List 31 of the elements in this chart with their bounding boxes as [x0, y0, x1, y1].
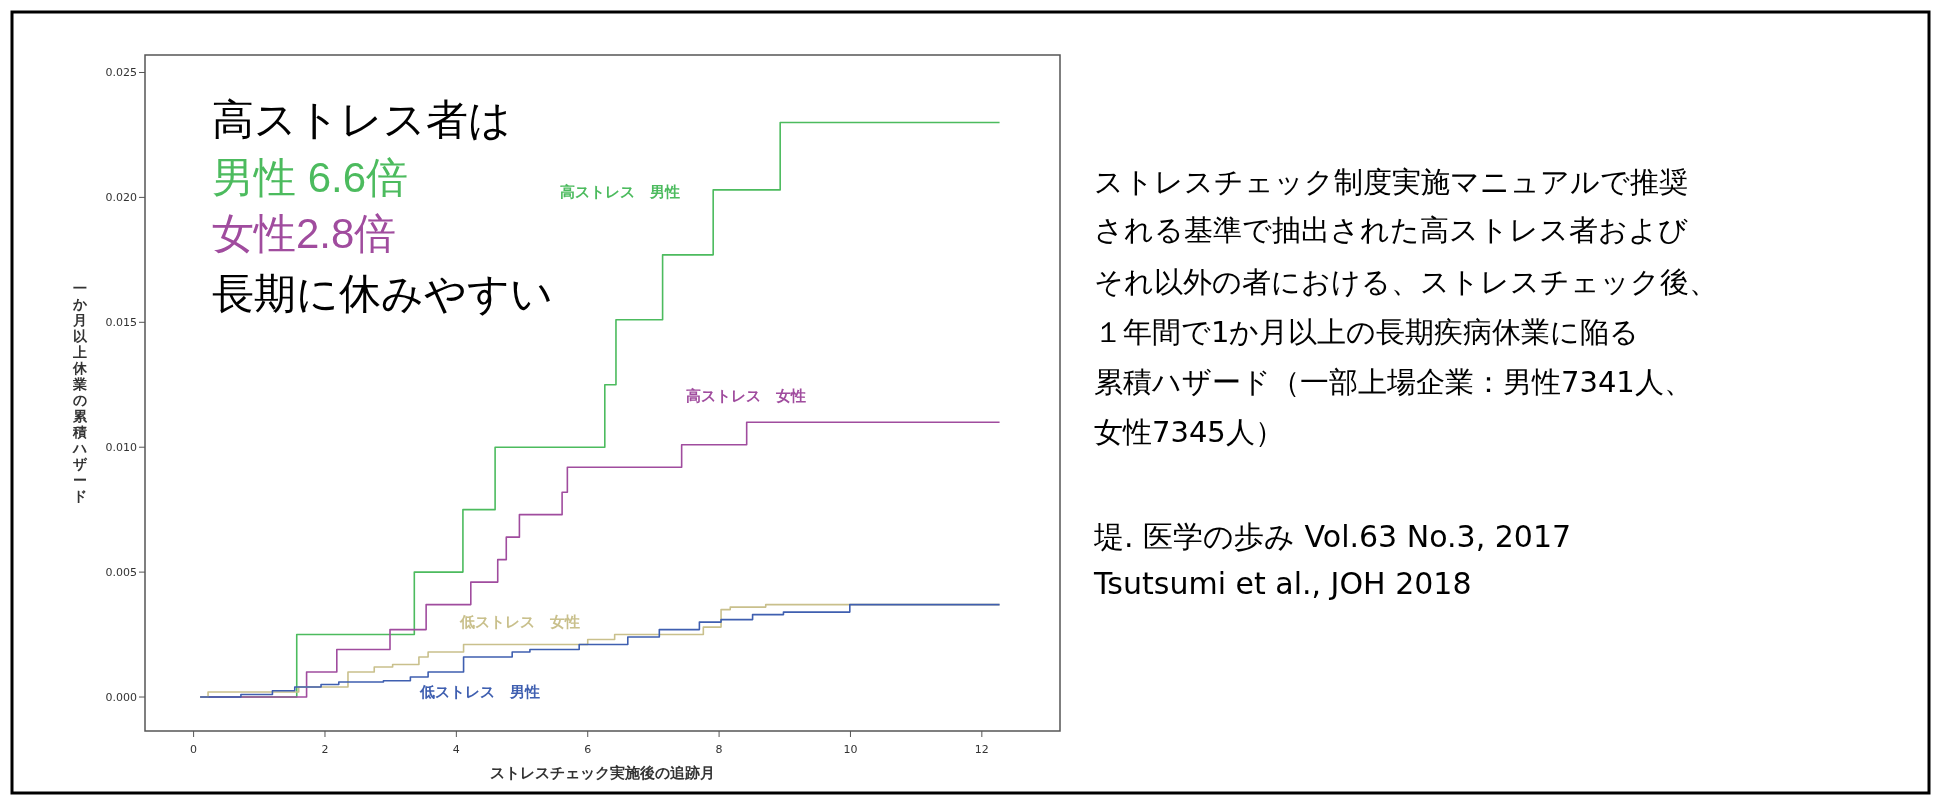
series-label: 低ストレス 男性 [419, 683, 540, 701]
y-tick-label: 0.025 [105, 66, 137, 80]
x-tick-label: 10 [843, 743, 858, 756]
text: 一か月以上休業の累積ハザード [73, 280, 87, 504]
annotation: 男性 6.6倍 [212, 154, 409, 201]
annotation: 女性2.8倍 [212, 210, 397, 257]
y-tick-label: 0.000 [105, 691, 137, 705]
text: それ以外の者における、ストレスチェック後、 [1094, 265, 1718, 299]
series-label: 低ストレス 女性 [459, 613, 580, 631]
x-axis-title: ストレスチェック実施後の追跡月 [490, 764, 715, 782]
x-tick-label: 6 [584, 743, 592, 756]
x-tick-label: 4 [452, 743, 460, 756]
y-tick-label: 0.005 [105, 566, 137, 580]
text: 女性7345人） [1094, 415, 1284, 449]
y-tick-label: 0.010 [105, 441, 137, 455]
text: 堤. 医学の歩み Vol.63 No.3, 2017 [1093, 519, 1572, 554]
x-tick-label: 0 [190, 743, 198, 756]
y-tick-label: 0.020 [105, 191, 137, 205]
text: １年間で1か月以上の長期疾病休業に陥る [1094, 315, 1640, 349]
annotation: 高ストレス者は [212, 96, 511, 143]
x-tick-label: 2 [321, 743, 329, 756]
x-tick-label: 12 [974, 743, 989, 756]
text: 高ストレス 男性 [560, 183, 680, 201]
series-label: 高ストレス 女性 [686, 387, 806, 405]
x-tick-label: 8 [715, 743, 723, 756]
text: Tsutsumi et al., JOH 2018 [1093, 566, 1472, 601]
y-tick-label: 0.015 [105, 316, 137, 330]
text: 累積ハザード（一部上場企業：男性7341人、 [1094, 365, 1693, 399]
text: される基準で抽出された高ストレス者および [1094, 213, 1688, 247]
annotation: 長期に休みやすい [212, 270, 553, 317]
text: ストレスチェック制度実施マニュアルで推奨 [1094, 165, 1688, 199]
